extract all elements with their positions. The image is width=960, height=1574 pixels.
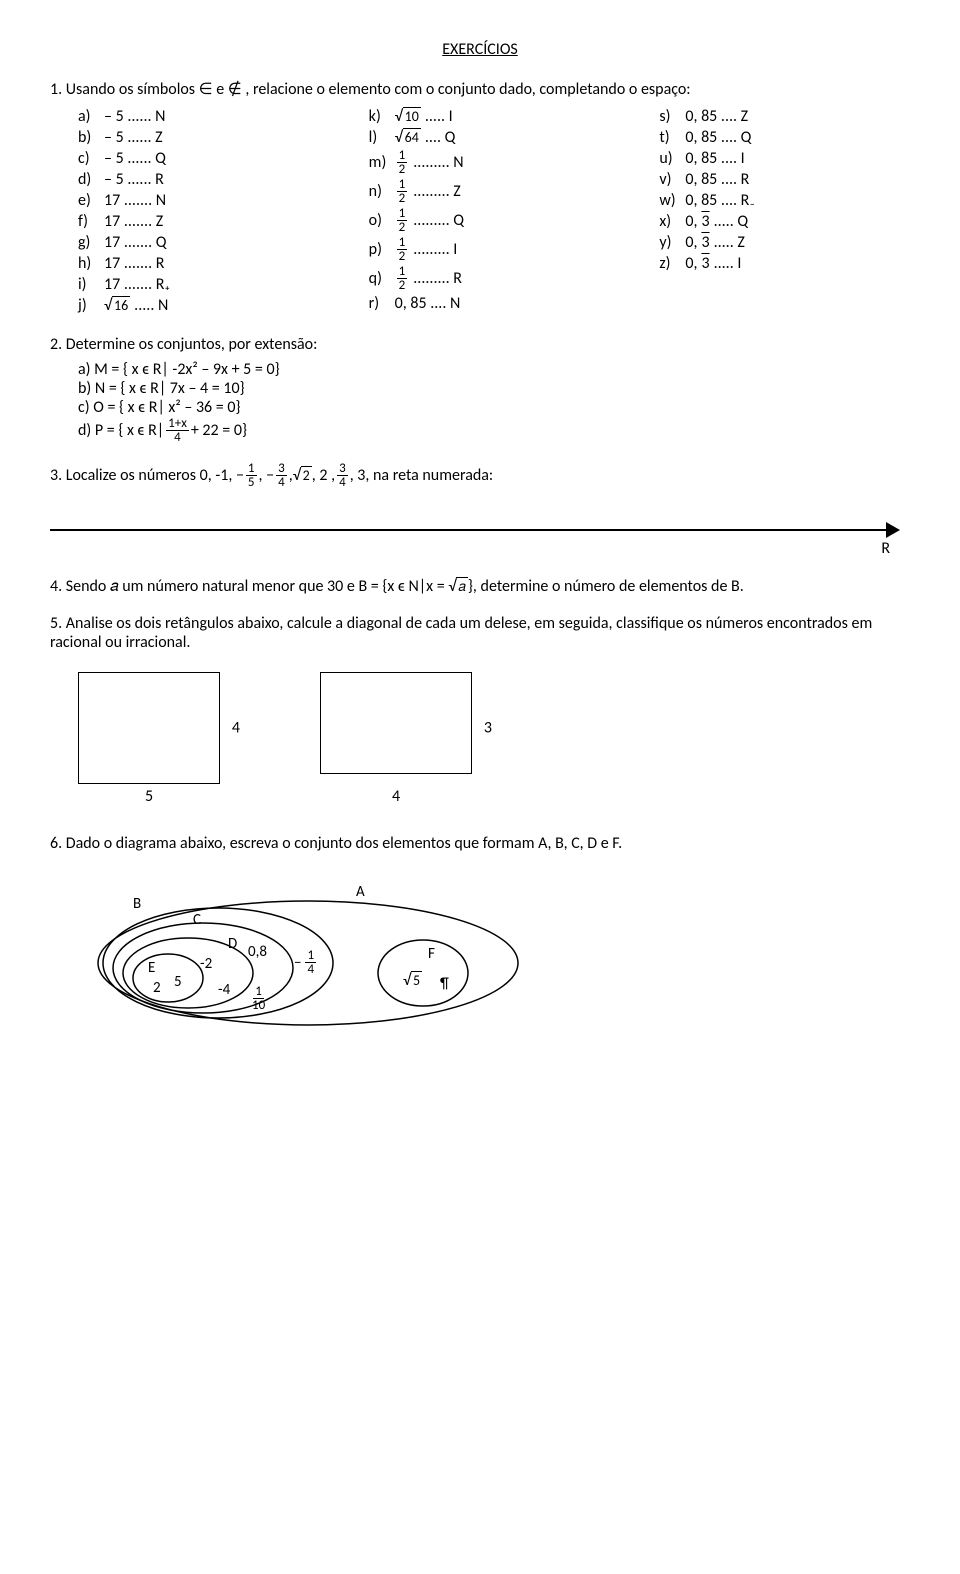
venn-val-5: 5 xyxy=(174,973,182,991)
venn-val-pilcrow-icon: ¶ xyxy=(440,975,449,993)
q1-m: m)12 ......... N xyxy=(369,149,620,176)
venn-val-sqrt5: 5 xyxy=(403,971,422,990)
q1-v: v)0, 85 .... R xyxy=(659,170,910,189)
venn-label-c: C xyxy=(193,911,201,929)
q1-k: k)10 ..... I xyxy=(369,107,620,126)
q1-c: c)– 5 ...... Q xyxy=(78,149,329,168)
page-title: EXERCÍCIOS xyxy=(50,40,910,59)
q1-r: r)0, 85 .... N xyxy=(369,294,620,313)
q2-b: b) N = { x ϵ R| 7x – 4 = 10} xyxy=(78,379,910,398)
q5-text: 5. Analise os dois retângulos abaixo, ca… xyxy=(50,614,910,652)
q1-l: l)64 .... Q xyxy=(369,128,620,147)
question-2: 2. Determine os conjuntos, por extensão:… xyxy=(50,335,910,444)
venn-label-d: D xyxy=(228,935,237,953)
rect-2-box xyxy=(320,672,472,774)
venn-diagram: A B C D E F 2 5 -2 -4 0,8 − 14 110 5 ¶ xyxy=(78,863,558,1033)
rect-2-right-label: 3 xyxy=(484,719,492,738)
venn-label-f: F xyxy=(428,945,435,963)
q1-h: h)17 ....... R xyxy=(78,254,329,273)
rect-2: 3 4 xyxy=(320,672,472,784)
question-1: 1. Usando os símbolos ∈ e ∉ , relacione … xyxy=(50,79,910,317)
q2-d: d) P = { x ϵ R| 1+x4 + 22 = 0} xyxy=(78,417,910,444)
q4-text: 4. Sendo 𝑎 um número natural menor que 3… xyxy=(50,577,910,596)
venn-svg xyxy=(78,863,558,1033)
q1-f: f)17 ....... Z xyxy=(78,212,329,231)
rect-1-box xyxy=(78,672,220,784)
q1-t: t)0, 85 .... Q xyxy=(659,128,910,147)
q6-text: 6. Dado o diagrama abaixo, escreva o con… xyxy=(50,834,910,853)
q1-text: 1. Usando os símbolos ∈ e ∉ , relacione … xyxy=(50,79,910,99)
q1-y: y)0, 3 ..... Z xyxy=(659,233,910,252)
venn-val-m2: -2 xyxy=(200,955,212,973)
venn-val-08: 0,8 xyxy=(248,943,267,961)
venn-val-m4: -4 xyxy=(218,981,230,999)
venn-val-110: 110 xyxy=(248,985,269,1012)
q1-col1: a)– 5 ...... N b)– 5 ...... Z c)– 5 ....… xyxy=(78,105,329,317)
number-line-line xyxy=(50,529,890,531)
venn-label-e: E xyxy=(148,959,155,977)
q2-text: 2. Determine os conjuntos, por extensão: xyxy=(50,335,910,354)
q1-a: a)– 5 ...... N xyxy=(78,107,329,126)
question-3: 3. Localize os números 0, -1, − 15 , − 3… xyxy=(50,462,910,559)
venn-label-b: B xyxy=(133,895,141,913)
q1-col3: s)0, 85 .... Z t)0, 85 .... Q u)0, 85 ..… xyxy=(659,105,910,317)
q1-columns: a)– 5 ...... N b)– 5 ...... Z c)– 5 ....… xyxy=(78,105,910,317)
q1-n: n)12 ......... Z xyxy=(369,178,620,205)
rect-1-bottom-label: 5 xyxy=(145,787,153,806)
venn-val-2: 2 xyxy=(153,979,161,997)
q1-o: o)12 ......... Q xyxy=(369,207,620,234)
q1-z: z)0, 3 ..... I xyxy=(659,254,910,273)
q1-g: g)17 ....... Q xyxy=(78,233,329,252)
q1-s: s)0, 85 .... Z xyxy=(659,107,910,126)
q2-a: a) M = { x ϵ R| -2x² – 9x + 5 = 0} xyxy=(78,360,910,379)
q2-c: c) O = { x ϵ R| x² – 36 = 0} xyxy=(78,398,910,417)
rect-2-bottom-label: 4 xyxy=(392,787,400,806)
rect-1: 4 5 xyxy=(78,672,220,784)
q1-w: w)0, 85 .... R₋ xyxy=(659,191,910,210)
question-5: 5. Analise os dois retângulos abaixo, ca… xyxy=(50,614,910,784)
q1-b: b)– 5 ...... Z xyxy=(78,128,329,147)
q3-text: 3. Localize os números 0, -1, − 15 , − 3… xyxy=(50,462,910,489)
q1-col2: k)10 ..... I l)64 .... Q m)12 ......... … xyxy=(369,105,620,317)
q1-p: p)12 ......... I xyxy=(369,236,620,263)
question-6: 6. Dado o diagrama abaixo, escreva o con… xyxy=(50,834,910,1033)
rect-1-right-label: 4 xyxy=(232,719,240,738)
q1-x: x)0, 3 ..... Q xyxy=(659,212,910,231)
number-line-r-label: R xyxy=(881,539,890,558)
venn-label-a: A xyxy=(356,883,365,901)
q1-e: e)17 ....... N xyxy=(78,191,329,210)
q1-i: i)17 ....... R₊ xyxy=(78,275,329,294)
number-line-arrow-icon xyxy=(886,522,900,538)
q1-q: q)12 ......... R xyxy=(369,265,620,292)
q5-rectangles: 4 5 3 4 xyxy=(78,672,910,784)
q1-j: j)16 ..... N xyxy=(78,296,329,315)
q1-u: u)0, 85 .... I xyxy=(659,149,910,168)
number-line: R xyxy=(50,499,910,559)
question-4: 4. Sendo 𝑎 um número natural menor que 3… xyxy=(50,577,910,596)
q1-d: d)– 5 ...... R xyxy=(78,170,329,189)
venn-val-neg14: − 14 xyxy=(294,949,318,976)
